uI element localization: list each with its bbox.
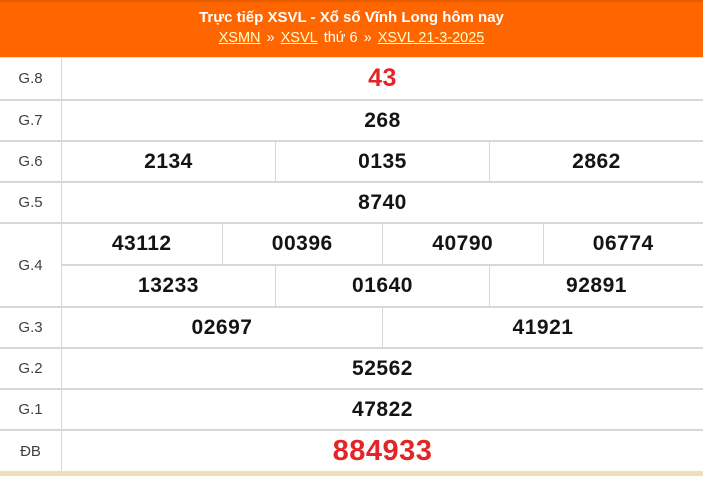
result-subrow: 47822 [62, 390, 703, 429]
result-number-g6-0-2: 2862 [489, 142, 703, 181]
result-subrow: 52562 [62, 349, 703, 388]
prize-label-g4: G.4 [0, 224, 62, 306]
result-number-g5-0-0: 8740 [358, 190, 407, 214]
result-number-g8-0-0: 43 [368, 64, 397, 92]
result-row-g5: G.5 8740 [0, 181, 703, 222]
result-number-g4-1-2: 92891 [489, 266, 703, 306]
result-number-g4-0-2: 40790 [382, 224, 543, 264]
prize-label-g1: G.1 [0, 390, 62, 429]
breadcrumb-link-xsvl[interactable]: XSVL [280, 30, 318, 46]
breadcrumb-text: thứ 6 [323, 30, 358, 46]
results-table: G.8 43 G.7 268 G.6 2134 0135 2862 G.5 8740 G.4 4311… [0, 57, 703, 471]
result-number-g4-0-0: 43112 [111, 232, 172, 255]
result-number-g2-0-0: 52562 [352, 356, 413, 380]
result-number-db-0-0: 884933 [332, 434, 433, 467]
result-subrow: 43112 00396 40790 06774 [62, 224, 703, 264]
result-subrow: 268 [62, 101, 703, 140]
result-number-g6-0-0: 2134 [144, 149, 193, 173]
result-subrow: 8740 [62, 183, 703, 222]
result-row-g1: G.1 47822 [0, 388, 703, 429]
page-header: Trực tiếp XSVL - Xổ số Vĩnh Long hôm nay… [0, 0, 703, 57]
footer-strip [0, 471, 703, 476]
breadcrumb-separator: » [363, 30, 372, 46]
breadcrumb-link-xsmn[interactable]: XSMN [218, 30, 261, 46]
result-row-g7: G.7 268 [0, 99, 703, 140]
prize-label-g6: G.6 [0, 142, 62, 181]
breadcrumb: XSMN » XSVL thứ 6 » XSVL 21-3-2025 [0, 28, 703, 49]
result-subrow: 13233 01640 92891 [62, 264, 703, 306]
result-row-g2: G.2 52562 [0, 347, 703, 388]
result-number-g1-0-0: 47822 [352, 397, 413, 421]
prize-label-db: ĐB [0, 431, 62, 471]
result-row-g6: G.6 2134 0135 2862 [0, 140, 703, 181]
result-row-g4: G.4 43112 00396 40790 06774 13233 01640 92891 [0, 222, 703, 306]
result-number-g7-0-0: 268 [364, 108, 401, 132]
page-title: Trực tiếp XSVL - Xổ số Vĩnh Long hôm nay [199, 9, 504, 26]
result-subrow: 02697 41921 [62, 308, 703, 347]
result-number-g4-0-3: 06774 [542, 224, 703, 264]
prize-label-g3: G.3 [0, 308, 62, 347]
result-row-db: ĐB 884933 [0, 429, 703, 471]
result-subrow: 2134 0135 2862 [62, 142, 703, 181]
prize-label-g8: G.8 [0, 58, 62, 99]
result-row-g3: G.3 02697 41921 [0, 306, 703, 347]
result-number-g4-1-0: 13233 [138, 274, 199, 297]
result-number-g3-0-0: 02697 [191, 315, 253, 339]
result-subrow: 884933 [62, 431, 703, 471]
result-number-g3-0-1: 41921 [382, 308, 703, 347]
result-number-g6-0-1: 0135 [275, 142, 489, 181]
prize-label-g2: G.2 [0, 349, 62, 388]
result-subrow: 43 [62, 58, 703, 99]
result-number-g4-0-1: 00396 [221, 224, 383, 264]
breadcrumb-link-xsvl-21-3-2025[interactable]: XSVL 21-3-2025 [377, 30, 485, 46]
prize-label-g5: G.5 [0, 183, 62, 222]
result-number-g4-1-1: 01640 [275, 266, 489, 306]
prize-label-g7: G.7 [0, 101, 62, 140]
result-row-g8: G.8 43 [0, 58, 703, 99]
breadcrumb-separator: » [266, 30, 275, 46]
